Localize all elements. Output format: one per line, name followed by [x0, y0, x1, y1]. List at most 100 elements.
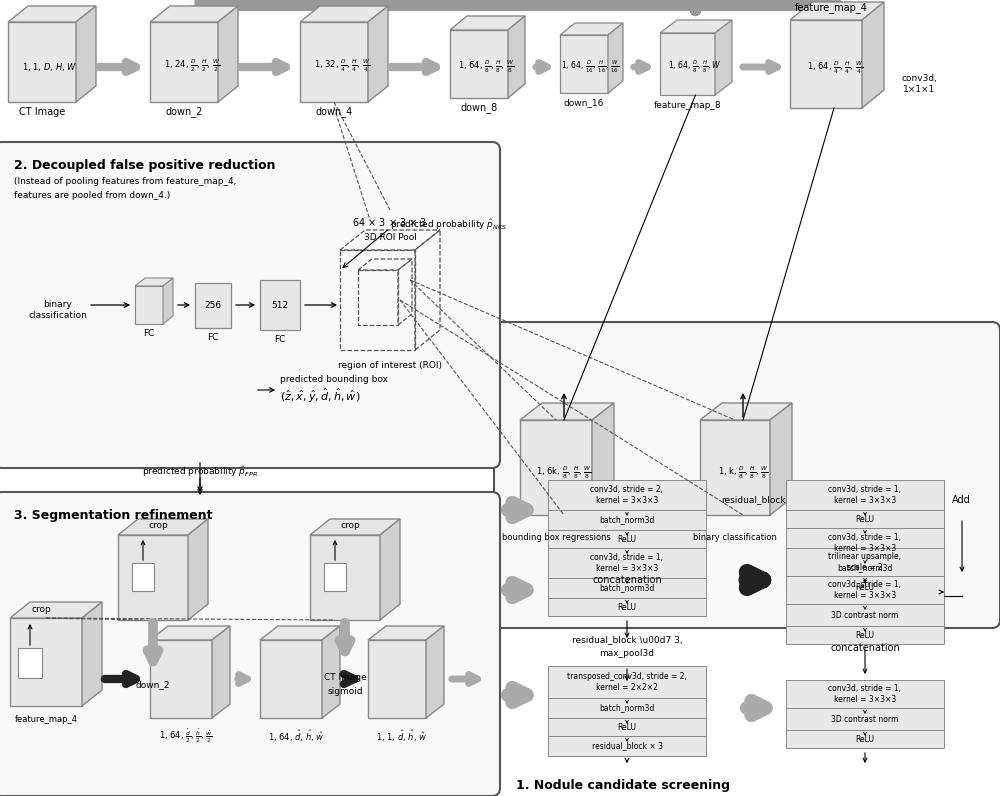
Polygon shape	[8, 6, 96, 22]
Polygon shape	[700, 403, 792, 420]
Polygon shape	[260, 626, 340, 640]
Text: crop: crop	[340, 521, 360, 529]
Text: CT Image: CT Image	[324, 673, 366, 682]
Polygon shape	[520, 403, 614, 420]
Text: 1. Nodule candidate screening: 1. Nodule candidate screening	[516, 779, 730, 793]
Text: CT Image: CT Image	[19, 107, 65, 117]
Text: ReLU: ReLU	[856, 583, 874, 591]
Polygon shape	[188, 519, 208, 620]
Polygon shape	[10, 602, 102, 618]
Text: region of interest (ROI): region of interest (ROI)	[338, 361, 442, 369]
Polygon shape	[300, 22, 368, 102]
Polygon shape	[560, 23, 623, 35]
Text: down_16: down_16	[564, 99, 604, 107]
Bar	[548, 548, 706, 578]
Text: binary classification: binary classification	[693, 533, 777, 541]
Polygon shape	[368, 6, 388, 102]
Bar	[195, 283, 231, 328]
Polygon shape	[426, 626, 444, 718]
Polygon shape	[660, 20, 732, 33]
Text: 1, k, $\frac{D}{8}$, $\frac{H}{8}$, $\frac{W}{8}$: 1, k, $\frac{D}{8}$, $\frac{H}{8}$, $\fr…	[718, 464, 768, 481]
Text: 256: 256	[204, 301, 222, 310]
Bar	[786, 548, 944, 576]
Text: down_8: down_8	[460, 103, 498, 114]
Text: ReLU: ReLU	[618, 534, 637, 544]
Text: crop: crop	[31, 606, 51, 615]
Bar	[786, 730, 944, 748]
Polygon shape	[150, 6, 238, 22]
Polygon shape	[715, 20, 732, 95]
Polygon shape	[508, 16, 525, 98]
Text: FC: FC	[274, 335, 286, 345]
Polygon shape	[300, 6, 388, 22]
Polygon shape	[135, 286, 163, 324]
Polygon shape	[212, 626, 230, 718]
Polygon shape	[450, 30, 508, 98]
Polygon shape	[150, 640, 212, 718]
Polygon shape	[380, 519, 400, 620]
Text: features are pooled from down_4.): features are pooled from down_4.)	[14, 192, 170, 201]
Polygon shape	[76, 6, 96, 102]
Text: FC: FC	[207, 334, 219, 342]
Polygon shape	[310, 519, 400, 535]
Bar	[548, 736, 706, 756]
Bar	[786, 626, 944, 644]
Text: conv3d, stride = 1,
kernel = 3×3×3: conv3d, stride = 1, kernel = 3×3×3	[590, 553, 664, 572]
Bar	[548, 530, 706, 548]
Text: 1, 24, $\frac{D}{2}$, $\frac{H}{2}$, $\frac{W}{2}$: 1, 24, $\frac{D}{2}$, $\frac{H}{2}$, $\f…	[164, 58, 220, 74]
Text: concatenation: concatenation	[830, 643, 900, 653]
Polygon shape	[310, 535, 380, 620]
Bar	[548, 480, 706, 510]
Polygon shape	[592, 403, 614, 515]
Text: ReLU: ReLU	[618, 603, 637, 611]
Polygon shape	[862, 2, 884, 108]
Text: (Instead of pooling features from feature_map_4,: (Instead of pooling features from featur…	[14, 178, 236, 186]
Text: 3. Segmentation refinement: 3. Segmentation refinement	[14, 509, 212, 522]
Polygon shape	[218, 6, 238, 102]
Text: ReLU: ReLU	[856, 514, 874, 524]
Text: Add: Add	[952, 495, 971, 505]
FancyBboxPatch shape	[0, 492, 500, 796]
Polygon shape	[118, 535, 188, 620]
Polygon shape	[150, 22, 218, 102]
Polygon shape	[150, 626, 230, 640]
Polygon shape	[368, 626, 444, 640]
Bar	[548, 578, 706, 598]
Text: 1, 6k, $\frac{D}{8}$, $\frac{H}{8}$, $\frac{W}{8}$: 1, 6k, $\frac{D}{8}$, $\frac{H}{8}$, $\f…	[536, 464, 592, 481]
Bar	[786, 680, 944, 708]
Text: ReLU: ReLU	[856, 735, 874, 743]
Text: binary
classification: binary classification	[29, 300, 87, 320]
Bar	[786, 510, 944, 528]
Text: $(\hat{z}, \hat{x}, \hat{y}, \hat{d}, \hat{h}, \hat{w})$: $(\hat{z}, \hat{x}, \hat{y}, \hat{d}, \h…	[280, 387, 361, 405]
Text: 1, 1, $\hat{d}$, $\hat{h}$, $\hat{w}$: 1, 1, $\hat{d}$, $\hat{h}$, $\hat{w}$	[376, 728, 428, 743]
Text: 512: 512	[271, 301, 289, 310]
Text: 3D contrast norm: 3D contrast norm	[831, 715, 899, 724]
Bar	[18, 648, 42, 678]
Text: conv3d,
1×1×1: conv3d, 1×1×1	[901, 74, 937, 94]
Polygon shape	[82, 602, 102, 706]
Bar	[786, 558, 944, 578]
Polygon shape	[700, 420, 770, 515]
Polygon shape	[560, 35, 608, 93]
Text: sigmoid: sigmoid	[327, 688, 363, 696]
Text: feature_map_8: feature_map_8	[654, 100, 721, 110]
Text: batch_norm3d: batch_norm3d	[599, 516, 655, 525]
Bar	[786, 480, 944, 510]
Text: trilinear upsample,
scale = 2: trilinear upsample, scale = 2	[828, 552, 902, 572]
Text: 1, 64, $\frac{\hat{d}}{2}$, $\frac{\hat{h}}{2}$, $\frac{\hat{w}}{2}$: 1, 64, $\frac{\hat{d}}{2}$, $\frac{\hat{…	[159, 727, 213, 745]
Text: batch_norm3d: batch_norm3d	[599, 583, 655, 592]
Text: batch_norm3d: batch_norm3d	[837, 564, 893, 572]
Text: residual_block × 3: residual_block × 3	[592, 742, 662, 751]
Polygon shape	[260, 640, 322, 718]
Polygon shape	[608, 23, 623, 93]
Text: conv3d, stride = 2,
kernel = 3×3×3: conv3d, stride = 2, kernel = 3×3×3	[590, 486, 664, 505]
Bar	[548, 598, 706, 616]
Bar	[132, 563, 154, 591]
Text: feature_map_4: feature_map_4	[14, 716, 78, 724]
Polygon shape	[790, 2, 884, 20]
Bar	[786, 708, 944, 730]
Bar	[786, 576, 944, 604]
Text: FC: FC	[143, 330, 155, 338]
Bar	[260, 280, 300, 330]
Polygon shape	[450, 16, 525, 30]
